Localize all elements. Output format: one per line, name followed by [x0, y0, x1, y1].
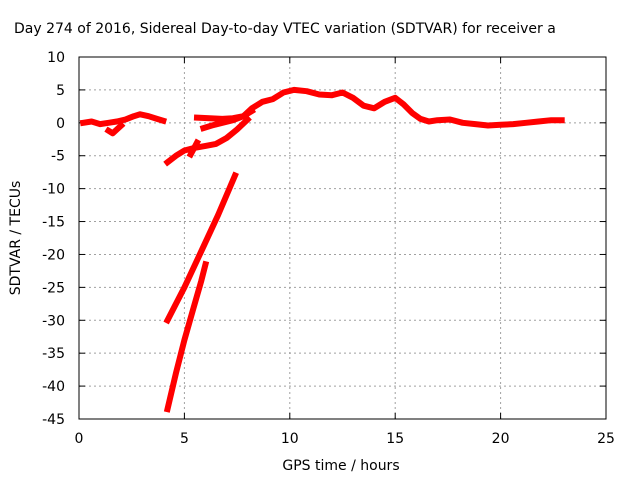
series-line-2: [104, 121, 126, 137]
grid: [79, 57, 606, 419]
y-tick-label: 5: [56, 83, 65, 99]
y-tick-label: -25: [42, 280, 65, 296]
x-tick-label: 5: [180, 431, 189, 447]
series-line-5: [193, 86, 565, 129]
chart-title: Day 274 of 2016, Sidereal Day-to-day VTE…: [14, 21, 556, 37]
y-tick-label: -10: [42, 182, 65, 198]
x-tick-label: 10: [281, 431, 299, 447]
y-tick-label: -30: [42, 313, 65, 329]
y-tick-label: -20: [42, 247, 65, 263]
plot-frame: [78, 56, 607, 420]
x-tick-label: 25: [597, 431, 615, 447]
y-tick-label: -35: [42, 346, 65, 362]
y-tick-label: 10: [47, 50, 65, 66]
x-tick-label: 20: [492, 431, 510, 447]
series-line-6: [199, 106, 257, 132]
y-tick-label: -15: [42, 215, 65, 231]
series-layer: [79, 86, 565, 413]
y-axis-label: SDTVAR / TECUs: [8, 181, 24, 296]
series-line-8: [163, 260, 210, 413]
axis-ticks: 0 5 10 15 20 25 10 5 0 -5 -10 -15 -20 -25 -30 -35 -40 -45: [42, 50, 615, 447]
series-line-1: [79, 111, 168, 128]
series-line-4: [186, 138, 202, 159]
y-tick-label: -5: [51, 149, 65, 165]
x-tick-label: 0: [75, 431, 84, 447]
x-tick-label: 15: [386, 431, 404, 447]
series-line-7: [163, 171, 239, 325]
y-tick-label: -45: [42, 412, 65, 428]
x-axis-label: GPS time / hours: [282, 458, 399, 474]
series-line-3: [163, 115, 252, 167]
y-tick-label: 0: [56, 116, 65, 132]
y-tick-label: -40: [42, 379, 65, 395]
